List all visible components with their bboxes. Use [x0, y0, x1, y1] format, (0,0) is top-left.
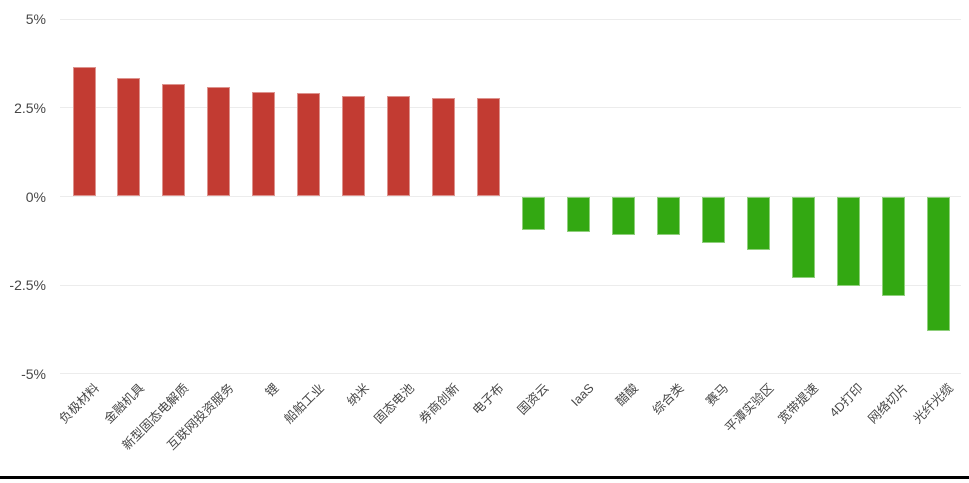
bar-negative [522, 196, 545, 230]
x-axis-category-label: 电子布 [470, 381, 507, 418]
bar-positive [477, 97, 501, 197]
x-axis-category-label: 醋酸 [613, 381, 642, 409]
bar-positive [117, 78, 141, 197]
bar-negative [746, 196, 770, 250]
bar-positive [297, 92, 321, 197]
x-axis-category-label: 国资云 [514, 381, 552, 418]
bar-positive [207, 86, 231, 197]
x-axis-category-label: 赛马 [703, 381, 732, 409]
x-axis-category-label: IaaS [568, 381, 597, 410]
x-axis-category-label: 固态电池 [371, 381, 417, 427]
bar-positive [72, 67, 96, 197]
gridline [60, 373, 961, 375]
bar-negative [836, 196, 860, 286]
bar-positive [342, 96, 366, 197]
bar-negative [611, 196, 635, 236]
bar-positive [252, 91, 276, 197]
x-axis-category-label: 船舶工业 [281, 381, 327, 427]
bar-negative [926, 196, 950, 331]
bar-positive [387, 96, 411, 197]
gridline [60, 284, 961, 286]
x-axis-category-label: 负极材料 [56, 381, 102, 427]
x-axis-category-label: 综合类 [649, 381, 687, 418]
y-axis-tick-label: -2.5% [9, 277, 46, 294]
bar-positive [162, 83, 186, 197]
y-axis-tick-label: -5% [21, 365, 46, 382]
gridline [60, 18, 961, 20]
y-axis-tick-label: 5% [25, 11, 46, 28]
gridline [60, 107, 961, 109]
x-axis-category-label: 网络切片 [865, 381, 912, 427]
x-axis-category-label: 4D打印 [827, 381, 867, 420]
x-axis-category-label: 锂 [262, 381, 282, 400]
gridline [60, 196, 961, 197]
bottom-divider [0, 476, 969, 479]
bar-positive [432, 97, 456, 197]
bar-negative [881, 196, 905, 296]
bar-negative [701, 196, 725, 243]
x-axis-category-label: 纳米 [344, 381, 372, 409]
x-axis-category-label: 平潭实验区 [722, 381, 777, 436]
y-axis-tick-label: 0% [25, 188, 46, 205]
bar-negative [791, 196, 815, 279]
y-axis-tick-label: 2.5% [14, 99, 46, 116]
x-axis-category-label: 光纤光缆 [910, 381, 956, 427]
x-axis-category-label: 宽带提速 [775, 381, 822, 427]
x-axis-category-label: 金融机具 [101, 381, 147, 427]
bar-negative [566, 196, 590, 232]
x-axis-category-label: 券商创新 [416, 381, 462, 427]
bar-negative [656, 196, 680, 236]
